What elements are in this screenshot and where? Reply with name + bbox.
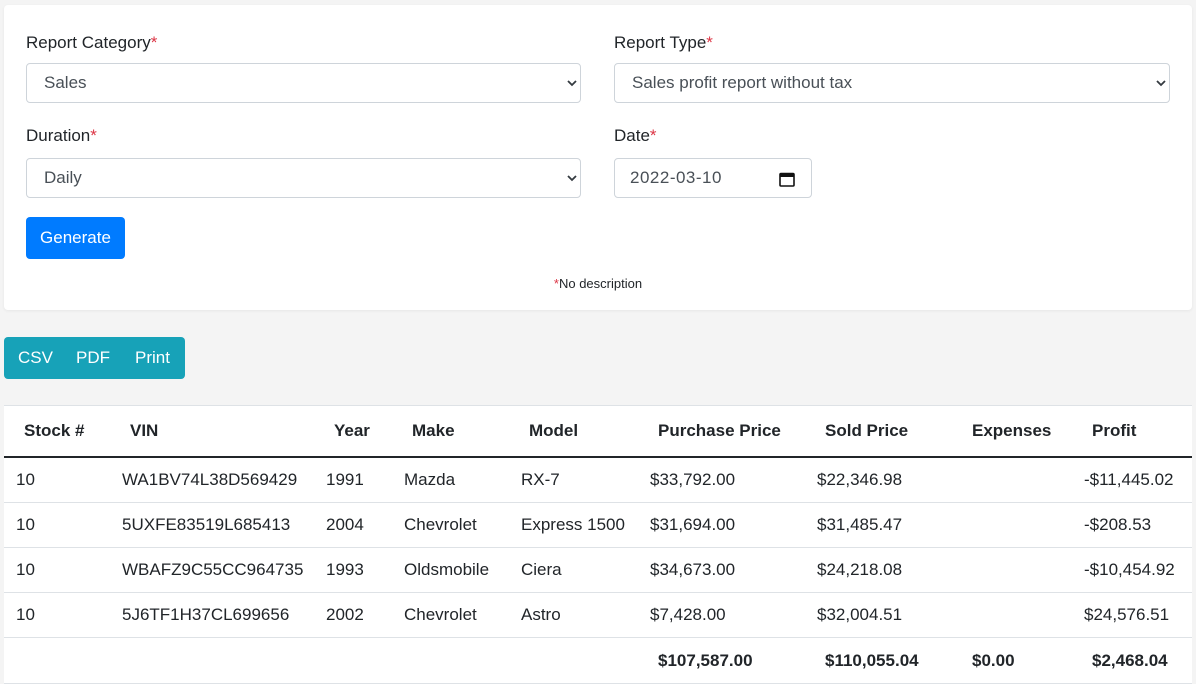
duration-label: Duration* <box>26 126 97 145</box>
table-cell: $24,218.08 <box>805 547 952 593</box>
chevron-down-icon <box>567 80 577 87</box>
required-mark: * <box>649 126 657 145</box>
date-input[interactable]: 2022-03-10 <box>614 158 812 198</box>
duration-value: Daily <box>44 168 82 187</box>
table-cell <box>952 502 1072 548</box>
column-header[interactable]: Stock # <box>4 406 110 458</box>
report-form-card: Report Category* Sales Report Type* Sale… <box>4 5 1192 310</box>
report-table: Stock # VIN Year Make Model Purchase Pri… <box>4 406 1192 684</box>
table-cell: RX-7 <box>509 457 638 503</box>
table-cell: WBAFZ9C55CC964735 <box>110 547 314 593</box>
table-cell: WA1BV74L38D569429 <box>110 457 314 503</box>
table-cell <box>952 547 1072 593</box>
table-cell: Chevrolet <box>392 592 509 638</box>
column-header[interactable]: Make <box>392 406 509 458</box>
required-mark: * <box>553 276 559 291</box>
date-value: 2022-03-10 <box>630 168 722 187</box>
table-cell: Astro <box>509 592 638 638</box>
table-cell: 10 <box>4 502 110 548</box>
pdf-button[interactable]: PDF <box>76 348 110 367</box>
table-cell: Ciera <box>509 547 638 593</box>
table-cell: $7,428.00 <box>638 592 805 638</box>
note-text: No description <box>558 276 643 291</box>
report-category-value: Sales <box>44 73 87 92</box>
table-row: 10 5J6TF1H37CL699656 2002 Chevrolet Astr… <box>4 592 1192 638</box>
chevron-down-icon <box>1156 80 1166 87</box>
table-cell <box>952 457 1072 503</box>
table-cell: 1991 <box>314 457 392 503</box>
csv-button[interactable]: CSV <box>18 348 53 367</box>
table-row: 10 5UXFE83519L685413 2004 Chevrolet Expr… <box>4 502 1192 548</box>
column-header[interactable]: Year <box>314 406 392 458</box>
table-cell <box>952 592 1072 638</box>
column-header[interactable]: Model <box>509 406 638 458</box>
table-cell: $33,792.00 <box>638 457 805 503</box>
table-cell: $22,346.98 <box>805 457 952 503</box>
table-cell: $31,485.47 <box>805 502 952 548</box>
total-cell <box>509 637 638 684</box>
table-cell: Oldsmobile <box>392 547 509 593</box>
table-cell: $32,004.51 <box>805 592 952 638</box>
table-cell: 2004 <box>314 502 392 548</box>
print-button[interactable]: Print <box>135 348 170 367</box>
table-cell: -$11,445.02 <box>1072 457 1192 503</box>
export-button-group: CSV PDF Print <box>4 337 185 379</box>
table-row: 10 WA1BV74L38D569429 1991 Mazda RX-7 $33… <box>4 457 1192 503</box>
report-category-label: Report Category* <box>26 33 158 52</box>
report-type-value: Sales profit report without tax <box>632 73 853 92</box>
table-row: 10 WBAFZ9C55CC964735 1993 Oldsmobile Cie… <box>4 547 1192 593</box>
required-mark: * <box>706 33 713 52</box>
table-header-row: Stock # VIN Year Make Model Purchase Pri… <box>4 406 1192 458</box>
column-header[interactable]: Purchase Price <box>638 406 805 458</box>
total-profit: $2,468.04 <box>1072 637 1192 684</box>
table-cell: 5UXFE83519L685413 <box>110 502 314 548</box>
column-header[interactable]: VIN <box>110 406 314 458</box>
table-cell: -$10,454.92 <box>1072 547 1192 593</box>
total-sold-price: $110,055.04 <box>805 637 952 684</box>
date-label: Date* <box>614 126 657 145</box>
table-cell: 2002 <box>314 592 392 638</box>
required-mark: * <box>90 126 97 145</box>
total-cell <box>392 637 509 684</box>
table-cell: $31,694.00 <box>638 502 805 548</box>
table-cell: 1993 <box>314 547 392 593</box>
table-cell: 10 <box>4 457 110 503</box>
table-cell: 10 <box>4 592 110 638</box>
report-category-select[interactable]: Sales <box>26 63 581 103</box>
table-cell: -$208.53 <box>1072 502 1192 548</box>
report-type-label: Report Type* <box>614 33 713 52</box>
table-cell: Chevrolet <box>392 502 509 548</box>
total-cell <box>314 637 392 684</box>
chevron-down-icon <box>567 175 577 182</box>
total-cell <box>4 637 110 684</box>
description-note: *No description <box>4 276 1192 291</box>
table-cell: Mazda <box>392 457 509 503</box>
duration-select[interactable]: Daily <box>26 158 581 198</box>
total-cell <box>110 637 314 684</box>
report-table-container: Stock # VIN Year Make Model Purchase Pri… <box>4 405 1192 684</box>
table-cell: $24,576.51 <box>1072 592 1192 638</box>
generate-button[interactable]: Generate <box>26 217 125 259</box>
required-mark: * <box>150 33 158 52</box>
column-header[interactable]: Profit <box>1072 406 1192 458</box>
table-cell: $34,673.00 <box>638 547 805 593</box>
total-purchase-price: $107,587.00 <box>638 637 805 684</box>
column-header[interactable]: Expenses <box>952 406 1072 458</box>
totals-row: $107,587.00 $110,055.04 $0.00 $2,468.04 <box>4 637 1192 684</box>
table-cell: 10 <box>4 547 110 593</box>
column-header[interactable]: Sold Price <box>805 406 952 458</box>
total-expenses: $0.00 <box>952 637 1072 684</box>
report-type-select[interactable]: Sales profit report without tax <box>614 63 1170 103</box>
calendar-icon[interactable] <box>779 171 795 187</box>
table-cell: 5J6TF1H37CL699656 <box>110 592 314 638</box>
table-cell: Express 1500 <box>509 502 638 548</box>
